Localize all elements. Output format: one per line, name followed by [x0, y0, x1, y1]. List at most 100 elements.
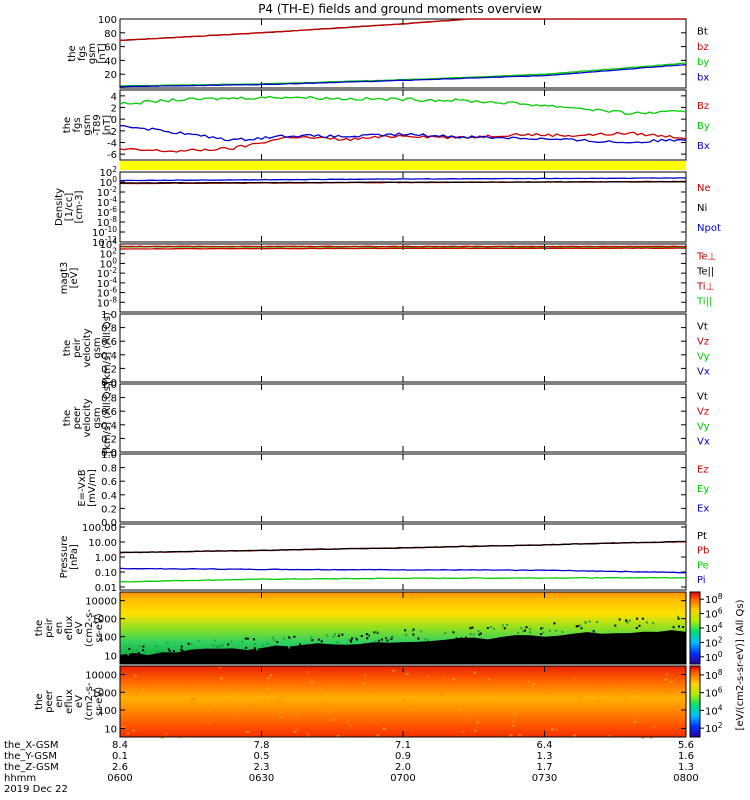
flux-speckle: [239, 704, 243, 707]
flux-speckle: [221, 644, 224, 647]
legend-peir_vel-2: Vy: [697, 352, 710, 363]
flux-speckle: [218, 666, 222, 669]
flux-speckle: [487, 678, 491, 681]
y-axis-label: the peer velocity gsm [km/s] (All Qs): [62, 382, 113, 454]
flux-speckle: [663, 691, 667, 694]
y-tick-label: 10-12: [92, 235, 117, 249]
legend-fgs-0: Bt: [697, 27, 708, 38]
flux-speckle: [426, 675, 430, 678]
series-fgs-bx: [119, 64, 687, 88]
y-tick-label: 0.4: [101, 491, 117, 502]
y-axis-label-line: -T89: [92, 114, 103, 136]
y-axis-label-line: [cm-3]: [74, 190, 85, 223]
flux-speckle: [164, 732, 168, 735]
y-tick-label: 0.6: [101, 477, 117, 488]
y-axis-label-line: velocity: [82, 328, 93, 367]
y-tick-label: -2: [107, 127, 117, 138]
flux-speckle: [364, 673, 367, 676]
y-axis-label-line: fgs: [72, 117, 83, 132]
flux-speckle: [317, 638, 320, 641]
flux-speckle: [121, 726, 125, 729]
flux-speckle: [132, 729, 135, 732]
y-tick-label: 2: [111, 104, 117, 115]
flux-speckle: [627, 703, 631, 705]
panel-density: 10210010-210-410-610-810-1010-12Density[…: [54, 165, 721, 249]
legend-fgs-3: bx: [697, 73, 709, 84]
legend-fgs-1: bz: [697, 42, 709, 53]
flag-bar: [120, 161, 686, 170]
colorbar-peir: [689, 591, 701, 665]
flux-speckle: [412, 628, 415, 631]
y-tick-label: 10-4: [97, 276, 117, 290]
colorbar-peer: [689, 665, 701, 738]
flux-speckle: [592, 630, 595, 633]
flux-speckle: [652, 725, 656, 728]
flux-speckle: [382, 727, 386, 730]
flux-speckle: [596, 700, 600, 703]
flux-speckle: [271, 636, 274, 639]
flux-speckle: [522, 630, 525, 633]
flux-speckle: [475, 721, 479, 724]
flux-speckle: [273, 639, 276, 642]
flux-speckle: [241, 640, 244, 643]
flux-speckle: [284, 687, 288, 690]
y-axis-label-line: eV: [74, 695, 85, 708]
y-tick-label: 104: [99, 237, 117, 251]
flux-speckle: [490, 626, 493, 628]
panel-frame-peer_vel: [119, 383, 687, 453]
flux-speckle: [506, 624, 509, 626]
flux-speckle: [142, 645, 145, 648]
flux-speckle: [555, 728, 558, 731]
flux-speckle: [486, 627, 489, 629]
y-tick-label: 1.0: [101, 310, 117, 321]
flux-speckle: [561, 631, 564, 633]
flux-speckle: [319, 687, 323, 690]
flux-speckle: [212, 644, 215, 647]
series-density-Ni: [119, 180, 687, 184]
flux-speckle: [638, 624, 641, 627]
y-tick-label: 0.10: [95, 568, 117, 579]
flux-speckle: [305, 671, 309, 674]
flux-speckle: [347, 639, 350, 641]
colorbar-tick-label: 106: [705, 607, 723, 621]
flux-speckle: [455, 637, 458, 640]
flux-speckle: [621, 682, 625, 685]
spectrogram-peer_eflux: [120, 666, 686, 737]
flux-speckle: [181, 649, 184, 652]
flux-speckle: [168, 649, 171, 652]
flux-speckle: [298, 646, 301, 649]
flux-speckle: [512, 720, 516, 723]
flux-speckle: [127, 653, 130, 656]
flux-speckle: [334, 633, 336, 636]
flux-speckle: [518, 733, 522, 736]
x-axis-value: 2.0: [395, 762, 411, 773]
flux-speckle: [293, 730, 297, 733]
flux-speckle: [461, 731, 465, 734]
flux-speckle: [501, 624, 504, 627]
flux-speckle: [266, 642, 269, 645]
flux-speckle: [520, 627, 523, 630]
y-tick-label: 10-8: [97, 295, 117, 309]
panel-frame-efield: [119, 453, 687, 523]
y-axis-label-line: E=-VxB: [77, 469, 88, 506]
flux-speckle: [267, 677, 271, 680]
flux-speckle: [550, 728, 554, 731]
flux-speckle: [443, 677, 447, 680]
x-axis-value: 0.1: [112, 751, 128, 762]
flux-speckle: [633, 716, 637, 719]
flux-speckle: [626, 621, 629, 624]
flux-speckle: [380, 638, 383, 641]
y-axis-label-line: sr-eV): [94, 613, 105, 642]
flux-speckle: [331, 718, 335, 721]
panel-frame-peir_vel: [119, 313, 687, 383]
y-axis-label-line: [nT]: [102, 115, 113, 135]
flux-speckle: [283, 637, 286, 640]
colorbar-tick-label: 102: [705, 635, 723, 649]
y-tick-label: 0.4: [101, 351, 117, 362]
x-axis-value: 1.3: [678, 762, 694, 773]
flux-speckle: [219, 677, 223, 680]
panel-frame-fgs: [119, 18, 687, 89]
legend-fgs_dsl-2: Bx: [697, 141, 710, 152]
legend-pressure-0: Pt: [697, 531, 707, 542]
y-axis-label-line: the: [62, 410, 73, 426]
